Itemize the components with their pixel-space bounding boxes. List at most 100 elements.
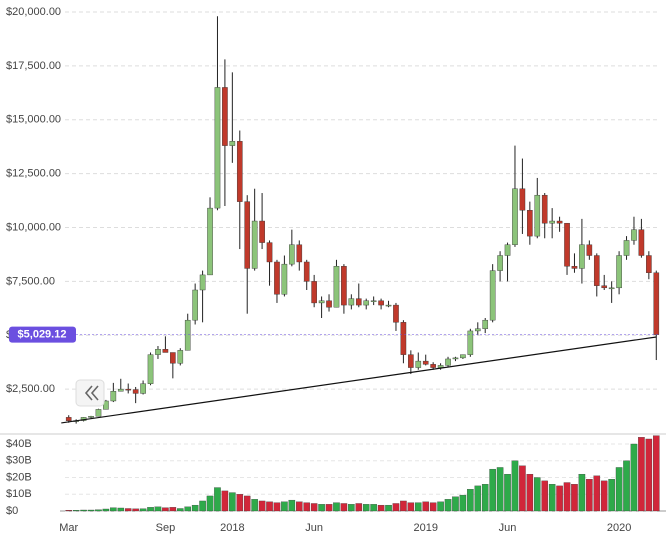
volume-bar bbox=[95, 509, 102, 512]
trendline bbox=[61, 336, 657, 424]
volume-bar bbox=[87, 509, 95, 512]
volume-bar bbox=[296, 501, 303, 512]
volume-bar bbox=[288, 499, 296, 512]
candle-body bbox=[586, 244, 593, 256]
candle-body bbox=[155, 349, 161, 355]
volume-bar bbox=[608, 479, 615, 512]
candle-body bbox=[430, 364, 436, 368]
volume-tick-label: $20B bbox=[6, 471, 32, 483]
candle-body bbox=[631, 229, 637, 241]
volume-bar bbox=[236, 494, 244, 512]
candle-body bbox=[348, 298, 355, 306]
candle-body bbox=[571, 266, 578, 269]
volume-bar bbox=[221, 490, 229, 512]
volume-bar bbox=[504, 473, 511, 512]
volume-bar bbox=[422, 501, 429, 512]
candle-body bbox=[474, 328, 481, 332]
volume-bar bbox=[102, 508, 110, 512]
candle-body bbox=[549, 220, 555, 224]
candle-body bbox=[184, 319, 191, 351]
candle-body bbox=[497, 255, 503, 271]
volume-bar bbox=[303, 502, 310, 512]
y-tick-label: $2,500.00 bbox=[6, 383, 55, 395]
volume-tick-label: $0 bbox=[6, 505, 18, 517]
candle-body bbox=[393, 304, 399, 323]
candle-body bbox=[504, 244, 511, 256]
volume-bar bbox=[370, 504, 377, 512]
candle-body bbox=[363, 300, 370, 306]
candle-body bbox=[125, 388, 132, 391]
candle-body bbox=[311, 281, 317, 304]
volume-bar bbox=[377, 504, 385, 512]
candle-body bbox=[132, 389, 139, 394]
volume-bar bbox=[467, 489, 474, 512]
volume-bar bbox=[444, 499, 452, 512]
volume-bar bbox=[645, 438, 653, 512]
candle-body bbox=[140, 383, 146, 394]
volume-bar bbox=[429, 502, 437, 512]
candle-body bbox=[616, 255, 622, 289]
candle-body bbox=[192, 289, 198, 321]
volume-bar bbox=[124, 508, 132, 512]
candle-body bbox=[103, 400, 109, 410]
candle-body bbox=[623, 240, 630, 256]
x-tick-label: Jun bbox=[499, 522, 517, 534]
candle-body bbox=[251, 220, 258, 269]
volume-bar bbox=[154, 506, 162, 512]
scroll-icon bbox=[84, 385, 99, 401]
volume-bar bbox=[452, 496, 459, 512]
candle-body bbox=[415, 360, 422, 368]
candle-body bbox=[601, 285, 608, 289]
candle-body bbox=[385, 304, 392, 307]
candle-body bbox=[355, 298, 362, 306]
candle-body bbox=[147, 354, 154, 384]
volume-bar bbox=[638, 437, 645, 512]
candle-body bbox=[579, 244, 585, 269]
volume-bar bbox=[630, 443, 638, 512]
volume-bar bbox=[548, 484, 556, 512]
volume-bar bbox=[340, 503, 348, 512]
scroll-button[interactable] bbox=[75, 379, 105, 407]
candle-body bbox=[445, 358, 451, 366]
candle-body bbox=[422, 360, 429, 365]
scroll-button-bg[interactable] bbox=[75, 379, 105, 407]
volume-bar bbox=[474, 485, 482, 512]
candle-body bbox=[236, 141, 243, 202]
candle-body bbox=[489, 270, 496, 321]
candle-body bbox=[333, 266, 340, 308]
candle-body bbox=[400, 322, 407, 355]
volume-bar bbox=[206, 495, 214, 512]
candle-body bbox=[341, 266, 347, 306]
candle-body bbox=[653, 272, 660, 335]
candle-body bbox=[318, 300, 325, 304]
volume-bar bbox=[392, 503, 400, 512]
volume-bar bbox=[400, 500, 407, 512]
y-tick-label: $15,000.00 bbox=[6, 114, 61, 126]
candle-body bbox=[117, 388, 124, 392]
candle-body bbox=[199, 274, 206, 291]
candle-body bbox=[593, 255, 600, 286]
last-price-badge bbox=[9, 326, 76, 343]
candle-body bbox=[452, 357, 459, 360]
candle-body bbox=[65, 417, 72, 422]
volume-bar bbox=[80, 509, 87, 512]
x-tick-label: Jun bbox=[305, 522, 323, 534]
volume-bar bbox=[139, 508, 147, 512]
candle-body bbox=[482, 319, 489, 329]
volume-tick-label: $30B bbox=[6, 455, 32, 467]
candle-body bbox=[296, 244, 303, 263]
candle-body bbox=[534, 194, 541, 237]
volume-bar bbox=[362, 504, 370, 512]
candle-body bbox=[378, 300, 384, 306]
volume-bar bbox=[600, 480, 608, 512]
volume-bar bbox=[519, 465, 526, 512]
volume-bar bbox=[243, 495, 251, 512]
y-tick-label: $12,500.00 bbox=[6, 168, 61, 180]
candle-body bbox=[177, 350, 184, 364]
volume-bar bbox=[385, 504, 392, 512]
candle-body bbox=[207, 207, 213, 276]
candle-body bbox=[170, 352, 176, 364]
last-price-label: $5,029.12 bbox=[18, 329, 67, 341]
